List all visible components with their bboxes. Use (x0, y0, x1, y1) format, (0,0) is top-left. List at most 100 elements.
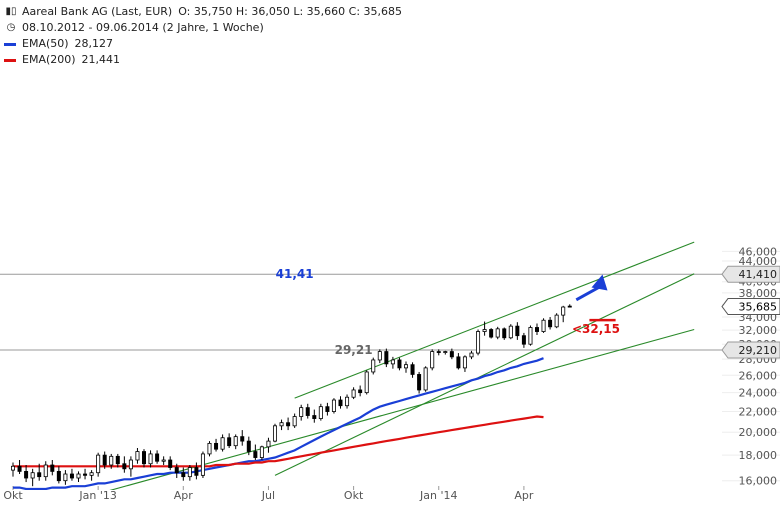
y-tick-label: 32,000 (739, 324, 778, 337)
y-tick-label: 46,000 (739, 245, 778, 258)
instrument-name: Aareal Bank AG (Last, EUR) (22, 5, 173, 18)
x-tick-label: Jul (261, 489, 275, 502)
target-arrow-head (591, 274, 608, 291)
candle-down (174, 467, 179, 474)
y-tick-label: 38,000 (739, 287, 778, 300)
candle-down (240, 436, 245, 442)
candle-up (43, 464, 48, 478)
candle-down (417, 374, 422, 391)
candle-down (456, 356, 461, 369)
legend-ema50-row: EMA(50) 28,127 (4, 36, 402, 52)
chart-annotation: 41,41 (276, 267, 314, 281)
trend-channel-line (274, 273, 695, 476)
candle-up (377, 351, 382, 361)
ema200-value: 21,441 (81, 53, 121, 66)
candle-down (141, 451, 146, 465)
chart-legend: ▮▯ Aareal Bank AG (Last, EUR) O: 35,750 … (4, 4, 402, 68)
clock-icon: ◷ (6, 22, 16, 33)
candle-up (561, 306, 566, 316)
x-tick-label: Jan '13 (78, 489, 116, 502)
candle-down (312, 415, 317, 419)
candle-up (345, 396, 350, 407)
y-tick-label: 24,000 (739, 387, 778, 400)
candle-up (272, 425, 277, 442)
candle-down (521, 335, 526, 345)
candle-up (279, 422, 284, 427)
candle-up (371, 359, 376, 373)
candle-down (102, 454, 107, 466)
ema50-swatch (4, 42, 16, 46)
candle-up (207, 442, 212, 455)
candle-up (200, 453, 205, 476)
candle-down (214, 442, 219, 450)
legend-range-row: ◷ 08.10.2012 - 09.06.2014 (2 Jahre, 1 Wo… (4, 20, 402, 36)
candle-up (30, 472, 35, 479)
level-price-label: 41,410 (739, 268, 778, 281)
candle-down (325, 406, 330, 412)
candle-up (423, 367, 428, 391)
level-price-box (721, 265, 780, 283)
ema50-value: 28,127 (74, 37, 114, 50)
candle-up (390, 359, 395, 365)
candle-down (168, 459, 173, 468)
candle-down (181, 472, 186, 478)
ohlc-values: O: 35,750 H: 36,050 L: 35,660 C: 35,685 (178, 5, 403, 18)
candle-up (161, 459, 166, 462)
candle-down (69, 473, 74, 479)
candle-up (495, 328, 500, 338)
candle-down (246, 440, 251, 452)
candle-up (187, 467, 192, 478)
candle-down (410, 364, 415, 375)
candle-up (331, 399, 336, 412)
x-tick-label: Okt (3, 489, 23, 502)
candle-down (305, 407, 310, 416)
date-range: 08.10.2012 - 09.06.2014 (2 Jahre, 1 Woch… (22, 21, 264, 34)
candle-up (403, 364, 408, 369)
candle-down (548, 319, 553, 328)
candle-up (430, 351, 435, 369)
level-price-label: 29,210 (739, 344, 778, 357)
candle-up (10, 465, 15, 471)
candle-up (351, 389, 356, 398)
candle-up (364, 371, 369, 394)
candle-up (259, 446, 264, 458)
candle-down (358, 389, 363, 394)
target-arrow-shaft (575, 285, 602, 302)
plot-area (10, 241, 695, 490)
candle-down (194, 467, 199, 476)
candle-up (266, 440, 271, 448)
candle-up (148, 453, 153, 465)
candle-up (63, 473, 68, 482)
legend-title-row: ▮▯ Aareal Bank AG (Last, EUR) O: 35,750 … (4, 4, 402, 20)
candle-down (384, 351, 389, 365)
candle-up (443, 351, 448, 353)
candle-down (37, 472, 42, 478)
last-price-label: 35,685 (739, 301, 778, 314)
candle-up (89, 472, 94, 476)
candle-down (227, 437, 232, 447)
y-tick-label: 44,000 (739, 255, 778, 268)
candle-up (292, 416, 297, 427)
candle-down (122, 463, 127, 470)
candle-up (220, 437, 225, 450)
chart-annotation: 29,21 (335, 343, 373, 357)
level-price-box (721, 341, 780, 359)
candle-down (502, 328, 507, 339)
chart-annotation: <32,15 (572, 322, 620, 336)
trend-channel-line (109, 328, 695, 490)
candle-down (535, 327, 540, 332)
candle-down (50, 464, 55, 472)
ema200-label: EMA(200) (22, 53, 76, 66)
candlestick-icon: ▮▯ (5, 6, 17, 17)
candle-up (318, 406, 323, 419)
candle-down (56, 471, 61, 482)
candle-up (528, 327, 533, 345)
candle-down (338, 399, 343, 407)
candle-down (397, 359, 402, 369)
candle-up (233, 436, 238, 447)
x-tick-label: Apr (174, 489, 194, 502)
candle-up (135, 451, 140, 461)
candle-up (96, 454, 101, 474)
legend-ema200-row: EMA(200) 21,441 (4, 52, 402, 68)
candle-up (482, 329, 487, 332)
